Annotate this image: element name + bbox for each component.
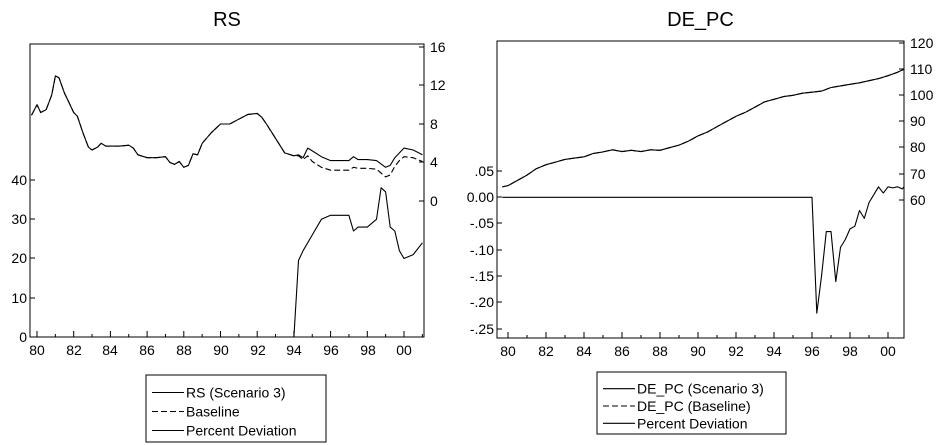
- x-tick-label: 80: [29, 342, 45, 358]
- series-line-1: [502, 68, 905, 188]
- legend-label: DE_PC (Baseline): [637, 398, 751, 414]
- chart-title: RS: [213, 9, 241, 31]
- left-tick-label: 40: [11, 172, 27, 188]
- x-tick-label: 90: [690, 343, 706, 359]
- left-tick-label: 20: [11, 250, 27, 266]
- left-tick-label: 0: [19, 329, 27, 345]
- series-line-2: [31, 75, 423, 178]
- right-tick-label: 70: [910, 166, 926, 182]
- x-tick-label: 90: [213, 342, 229, 358]
- left-tick-label: .05: [475, 163, 495, 179]
- chart-title: DE_PC: [667, 9, 734, 31]
- right-tick-label: 80: [910, 139, 926, 155]
- legend-label: Baseline: [186, 404, 240, 420]
- right-tick-label: 16: [430, 39, 446, 55]
- x-tick-label: 00: [396, 342, 412, 358]
- legend-label: DE_PC (Scenario 3): [637, 381, 764, 397]
- x-tick-label: 84: [576, 343, 592, 359]
- right-tick-label: 110: [910, 61, 933, 77]
- x-tick-label: 82: [538, 343, 554, 359]
- x-tick-label: 00: [880, 343, 896, 359]
- legend-label: Percent Deviation: [186, 423, 297, 439]
- left-tick-label: -.20: [470, 294, 494, 310]
- right-tick-label: 100: [910, 87, 934, 103]
- legend: DE_PC (Scenario 3)DE_PC (Baseline)Percen…: [596, 371, 787, 435]
- right-tick-label: 90: [910, 113, 926, 129]
- plot-frame: [29, 43, 425, 338]
- series-line-3: [502, 186, 905, 314]
- right-tick-label: 60: [910, 192, 926, 208]
- panel-1: RS 0 10 20 30 40 0 4 8 12 16 80 82 84 86 88 90 92 94 96 98 00…: [11, 9, 446, 443]
- right-tick-label: 120: [910, 35, 934, 51]
- x-tick-label: 86: [614, 343, 630, 359]
- left-tick-label: 10: [11, 290, 27, 306]
- right-tick-label: 4: [430, 154, 438, 170]
- x-tick-label: 86: [139, 342, 155, 358]
- x-tick-label: 92: [728, 343, 744, 359]
- x-tick-label: 88: [652, 343, 668, 359]
- right-tick-label: 8: [430, 116, 438, 132]
- x-tick-label: 88: [176, 342, 192, 358]
- legend-label: Percent Deviation: [637, 415, 748, 431]
- x-tick-label: 92: [250, 342, 266, 358]
- x-tick-label: 96: [323, 342, 339, 358]
- series-line-1: [31, 75, 423, 168]
- x-tick-label: 84: [102, 342, 118, 358]
- x-tick-label: 98: [360, 342, 376, 358]
- x-tick-label: 80: [500, 343, 516, 359]
- x-tick-label: 94: [286, 342, 302, 358]
- panel-2: DE_PC .05 0.00 -.05 -.10 -.15 -.20 -.25 60 70 80 90…: [467, 9, 934, 435]
- series-line-3: [31, 187, 423, 338]
- left-tick-label: 0.00: [467, 189, 494, 205]
- x-tick-label: 98: [842, 343, 858, 359]
- left-tick-label: -.05: [470, 215, 494, 231]
- left-tick-label: -.25: [470, 321, 494, 337]
- x-tick-label: 82: [66, 342, 82, 358]
- right-tick-label: 0: [430, 193, 438, 209]
- legend: RS (Scenario 3) Baseline Percent Deviation: [145, 374, 327, 443]
- right-tick-label: 12: [430, 77, 446, 93]
- left-tick-label: 30: [11, 211, 27, 227]
- plot-frame: [496, 40, 905, 339]
- legend-label: RS (Scenario 3): [186, 385, 286, 401]
- left-tick-label: -.10: [470, 242, 494, 258]
- series-line-2: [502, 68, 905, 188]
- left-tick-label: -.15: [470, 268, 494, 284]
- x-tick-label: 96: [804, 343, 820, 359]
- x-tick-label: 94: [766, 343, 782, 359]
